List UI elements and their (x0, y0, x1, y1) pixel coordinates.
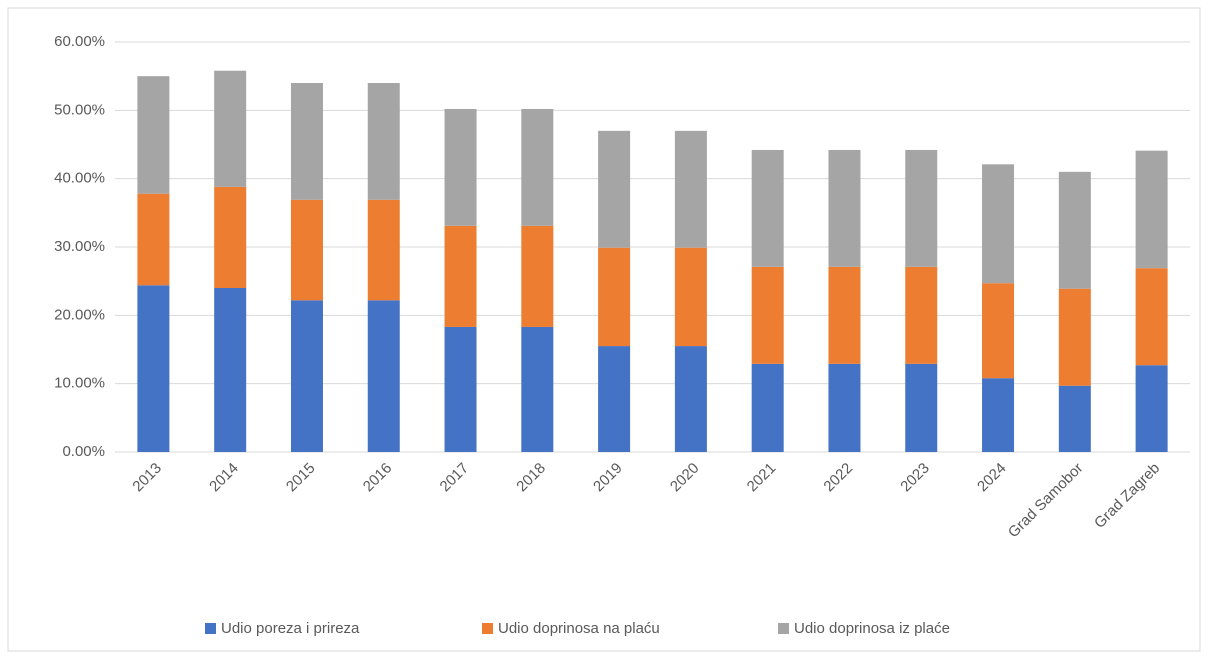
bar-segment (905, 266, 938, 364)
bar-segment (751, 149, 784, 267)
bar-segment (905, 149, 938, 267)
bar-segment (444, 108, 477, 226)
legend-swatch (205, 623, 216, 634)
bar-segment (290, 300, 323, 452)
legend-swatch (778, 623, 789, 634)
bar-segment (290, 199, 323, 301)
bar-segment (982, 283, 1015, 379)
bar-segment (828, 266, 861, 364)
legend-label: Udio poreza i prireza (221, 620, 360, 637)
bar-segment (367, 83, 400, 200)
y-tick-label: 0.00% (62, 443, 105, 460)
bar-segment (674, 346, 707, 452)
bar-segment (137, 193, 170, 286)
bar-segment (751, 266, 784, 364)
bar-segment (905, 363, 938, 452)
bar-segment (1058, 385, 1091, 452)
bar-segment (137, 76, 170, 194)
bar-segment (598, 130, 631, 248)
bar-segment (982, 164, 1015, 284)
y-tick-label: 10.00% (54, 375, 105, 392)
bar-segment (1058, 171, 1091, 289)
bar-segment (521, 108, 554, 226)
bar-segment (828, 149, 861, 267)
bar-segment (598, 346, 631, 452)
y-tick-label: 50.00% (54, 101, 105, 118)
bar-segment (214, 70, 247, 187)
y-tick-label: 40.00% (54, 170, 105, 187)
bar-segment (828, 363, 861, 452)
bar-segment (521, 225, 554, 327)
bar-segment (674, 247, 707, 347)
legend-label: Udio doprinosa na plaću (498, 620, 660, 637)
y-tick-label: 20.00% (54, 306, 105, 323)
bar-segment (1135, 365, 1168, 452)
y-tick-label: 60.00% (54, 33, 105, 50)
bar-segment (214, 288, 247, 452)
bar-segment (137, 285, 170, 452)
bar-segment (674, 130, 707, 248)
bar-segment (367, 199, 400, 301)
legend-label: Udio doprinosa iz plaće (794, 620, 950, 637)
bar-segment (1058, 288, 1091, 386)
bar-segment (982, 378, 1015, 452)
bar-segment (598, 247, 631, 347)
bar-segment (214, 186, 247, 288)
bar-segment (444, 225, 477, 327)
bar-segment (290, 83, 323, 200)
bar-segment (444, 326, 477, 452)
legend-swatch (482, 623, 493, 634)
bar-segment (1135, 268, 1168, 366)
y-tick-label: 30.00% (54, 238, 105, 255)
bar-segment (1135, 150, 1168, 269)
bar-segment (521, 326, 554, 452)
bar-segment (367, 300, 400, 452)
bar-segment (751, 363, 784, 452)
